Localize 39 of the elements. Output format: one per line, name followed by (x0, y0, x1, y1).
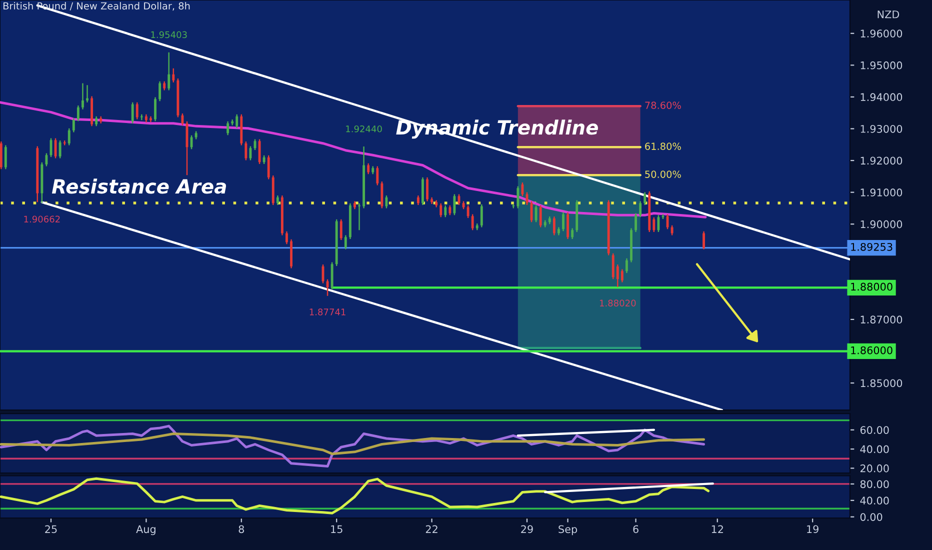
x-tick-label: 15 (331, 525, 342, 534)
y-tick-label: 1.93000 (860, 124, 902, 133)
series-label: 78.60% (645, 102, 681, 109)
x-tick-label: 29 (521, 525, 533, 534)
y-tick-label: 1.85000 (860, 379, 902, 388)
x-tick-label: Aug (136, 525, 156, 536)
y-tick-label: 1.90000 (860, 220, 902, 228)
series-label: 61.80% (645, 142, 681, 150)
x-tick-label: 6 (633, 525, 638, 534)
y-tick-label: 1.94000 (860, 93, 902, 102)
x-tick-label: 25 (45, 525, 57, 534)
annotation: 1.87741 (310, 308, 346, 316)
y-tick-label: 1.91000 (860, 188, 902, 196)
series-label: 1.88000 (851, 282, 892, 291)
x-tick-label: 12 (712, 525, 723, 533)
annotation: 1.90662 (24, 216, 60, 223)
y-tick-label: 80.00 (860, 480, 889, 488)
chart-title: British Pound / New Zealand Dollar, 8h (4, 2, 190, 11)
x-tick-label: 22 (426, 525, 438, 533)
annotation: 1.92440 (346, 125, 382, 132)
y-tick-label: 0.00 (860, 513, 882, 521)
annotation: 1.95403 (151, 31, 187, 38)
y-axis-title: NZD (878, 10, 900, 18)
y-tick-label: 40.00 (860, 445, 889, 454)
x-tick-label: Sep (558, 525, 578, 536)
series-label: 1.86000 (851, 346, 892, 354)
y-tick-label: 1.95000 (860, 61, 902, 70)
y-tick-label: 60.00 (860, 426, 889, 434)
series-label: 50.00% (645, 170, 681, 178)
y-tick-label: 1.87000 (860, 316, 902, 324)
annotation: 1.88020 (600, 300, 636, 307)
y-tick-label: 40.00 (860, 496, 889, 505)
ref-line-label: 1.89253 (851, 242, 892, 251)
x-tick-label: 8 (238, 525, 244, 534)
y-tick-label: 20.00 (860, 464, 889, 472)
y-tick-label: 1.92000 (860, 156, 902, 165)
y-tick-label: 1.96000 (860, 30, 902, 38)
x-tick-label: 19 (807, 525, 818, 534)
annotation: Resistance Area (52, 178, 226, 194)
